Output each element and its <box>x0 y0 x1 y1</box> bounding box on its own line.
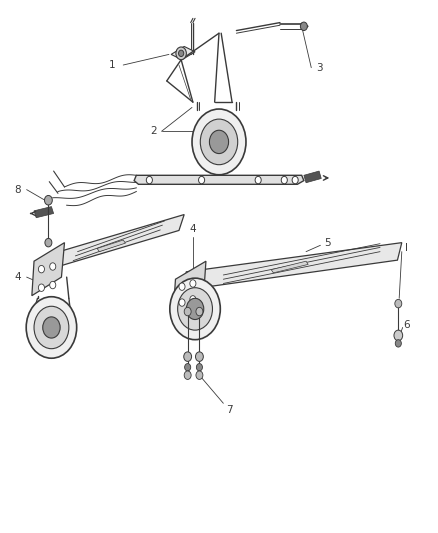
Circle shape <box>146 176 152 184</box>
Circle shape <box>196 308 203 316</box>
Polygon shape <box>134 175 304 184</box>
Circle shape <box>43 317 60 338</box>
Circle shape <box>200 119 238 165</box>
Text: 4: 4 <box>14 272 21 282</box>
Circle shape <box>300 22 307 30</box>
Polygon shape <box>304 171 321 183</box>
Circle shape <box>395 340 401 347</box>
Circle shape <box>49 281 56 289</box>
Text: 5: 5 <box>325 238 331 248</box>
Circle shape <box>192 109 246 175</box>
Circle shape <box>179 299 185 306</box>
Circle shape <box>195 352 203 361</box>
Polygon shape <box>41 215 184 272</box>
Text: 2: 2 <box>150 126 157 136</box>
Circle shape <box>209 130 229 154</box>
Circle shape <box>39 284 45 292</box>
Circle shape <box>395 300 402 308</box>
Circle shape <box>49 263 56 270</box>
Polygon shape <box>97 240 125 252</box>
Polygon shape <box>171 46 195 60</box>
Circle shape <box>292 176 298 184</box>
Text: 4: 4 <box>190 224 196 235</box>
Circle shape <box>198 176 205 184</box>
Circle shape <box>170 278 220 340</box>
Circle shape <box>45 196 52 205</box>
Circle shape <box>196 371 203 379</box>
Circle shape <box>186 298 204 319</box>
Circle shape <box>178 288 212 330</box>
Circle shape <box>184 308 191 316</box>
Circle shape <box>184 371 191 379</box>
Circle shape <box>179 50 184 56</box>
Circle shape <box>394 330 403 341</box>
Circle shape <box>196 364 202 371</box>
Circle shape <box>185 364 191 371</box>
Text: 6: 6 <box>403 320 410 330</box>
Circle shape <box>190 280 196 287</box>
Circle shape <box>179 283 185 290</box>
Polygon shape <box>32 243 64 296</box>
Text: 7: 7 <box>226 405 233 415</box>
Text: I: I <box>405 243 408 253</box>
Circle shape <box>255 176 261 184</box>
Circle shape <box>176 47 186 60</box>
Polygon shape <box>182 243 402 290</box>
Text: 3: 3 <box>316 63 322 72</box>
Circle shape <box>190 296 196 303</box>
Circle shape <box>45 238 52 247</box>
Polygon shape <box>271 261 308 273</box>
Polygon shape <box>173 261 206 312</box>
Circle shape <box>281 176 287 184</box>
Text: 1: 1 <box>109 60 116 70</box>
Circle shape <box>39 265 45 273</box>
Circle shape <box>184 352 191 361</box>
Circle shape <box>26 297 77 358</box>
Text: 8: 8 <box>14 184 21 195</box>
Circle shape <box>34 306 69 349</box>
Polygon shape <box>34 207 53 217</box>
